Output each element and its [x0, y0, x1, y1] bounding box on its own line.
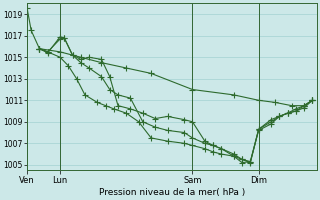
- X-axis label: Pression niveau de la mer( hPa ): Pression niveau de la mer( hPa ): [99, 188, 245, 197]
